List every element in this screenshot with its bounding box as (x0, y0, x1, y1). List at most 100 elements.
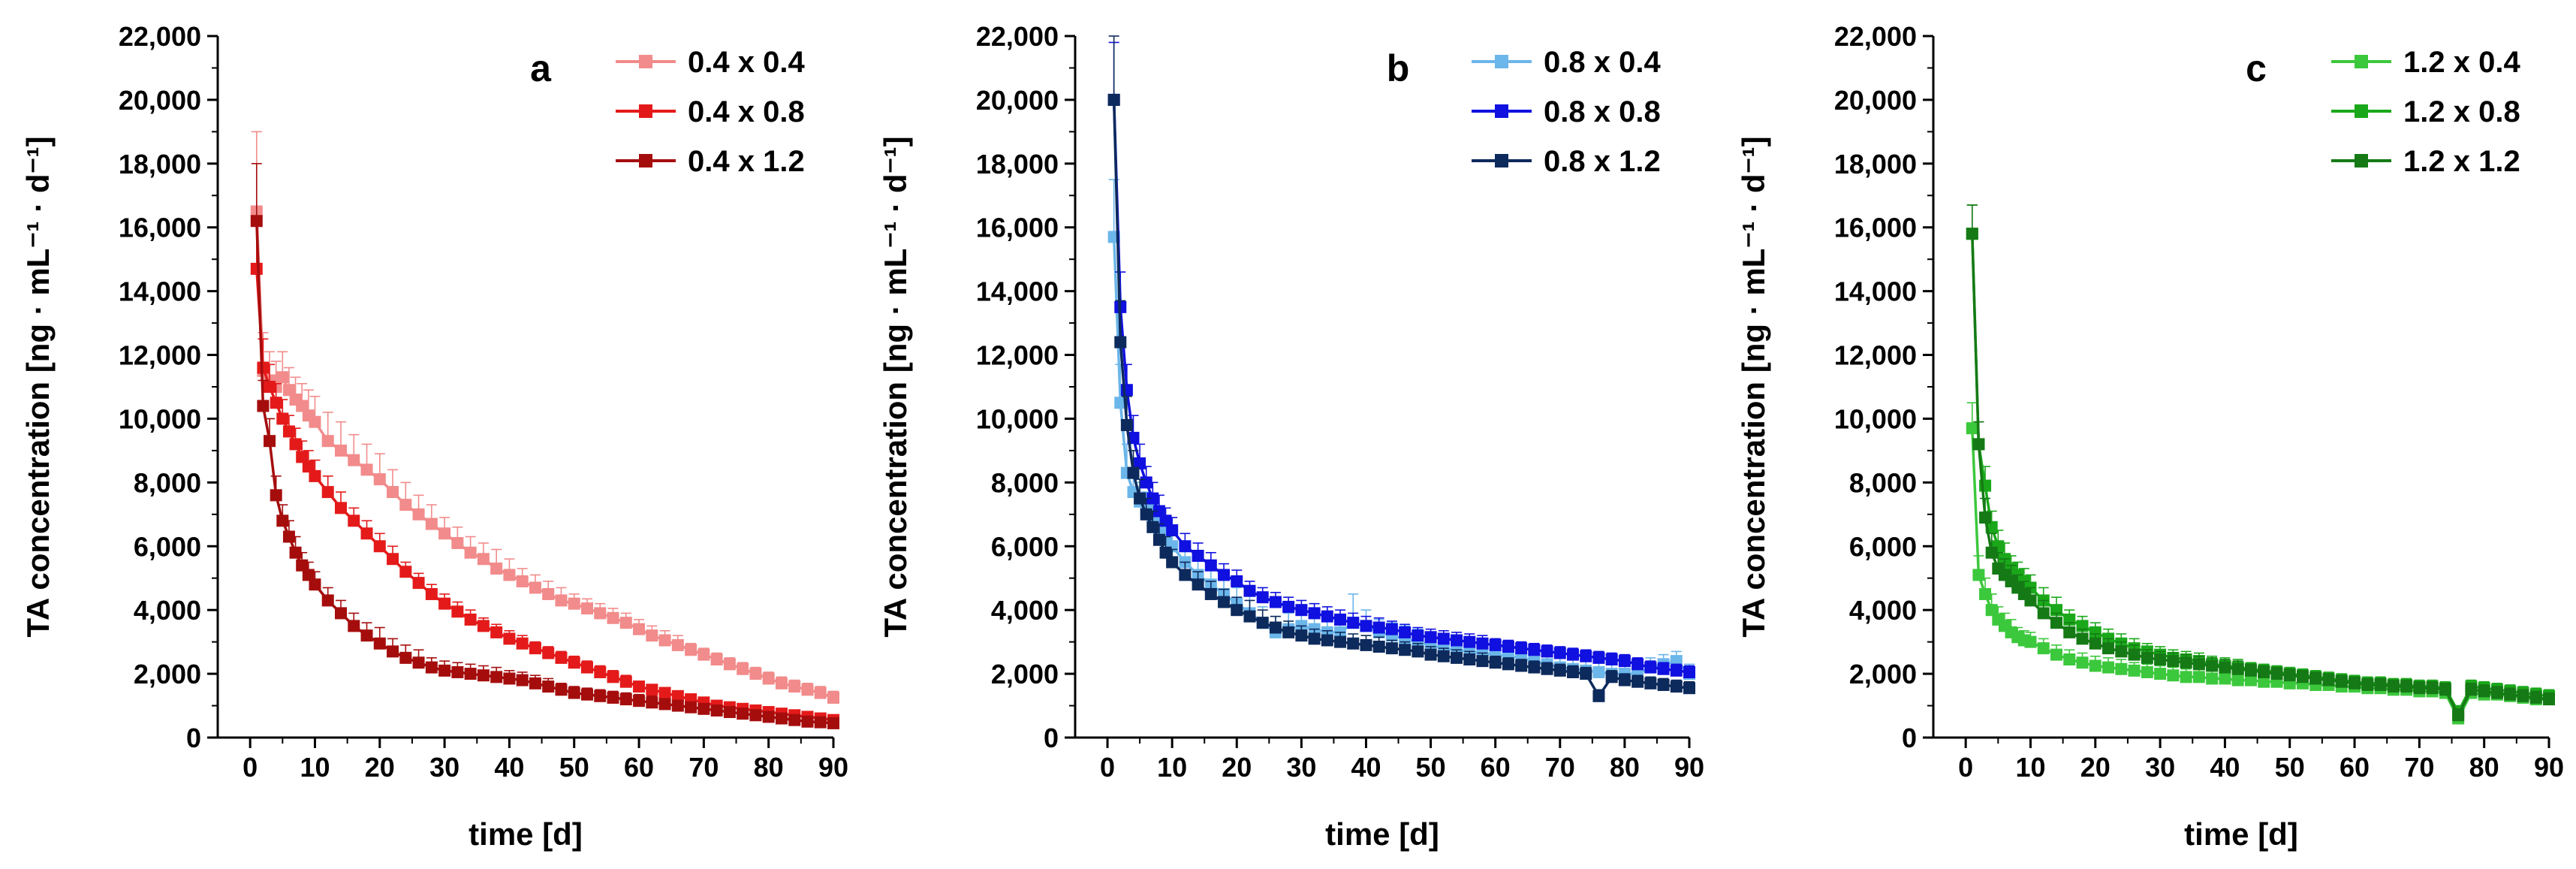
data-point (1218, 569, 1231, 581)
data-point (1966, 228, 1978, 240)
data-point (542, 647, 555, 659)
data-point (2115, 662, 2128, 675)
data-point (1399, 644, 1412, 656)
data-point (2517, 689, 2529, 702)
data-point (1295, 604, 1308, 617)
data-point (1618, 674, 1631, 686)
data-point (321, 594, 334, 607)
data-point (542, 680, 555, 693)
data-point (697, 648, 710, 661)
data-point (1605, 671, 1618, 683)
data-point (749, 709, 762, 722)
data-point (2102, 642, 2115, 655)
data-point (264, 435, 276, 448)
data-point (2543, 693, 2555, 706)
data-point (1256, 591, 1269, 604)
data-point (1541, 645, 1553, 658)
x-tick-label: 80 (754, 752, 784, 783)
data-point (1631, 675, 1644, 688)
data-point (529, 642, 541, 655)
data-point (2206, 659, 2219, 672)
data-point (2050, 648, 2062, 661)
data-point (2076, 632, 2089, 645)
data-point (633, 623, 646, 635)
data-point (2452, 709, 2465, 722)
data-point (814, 716, 827, 729)
data-point (1463, 635, 1476, 648)
data-point (1321, 634, 1333, 647)
series-1 (250, 220, 839, 726)
data-point (302, 569, 315, 581)
y-tick-label: 6,000 (134, 531, 201, 562)
data-point (555, 651, 568, 664)
x-tick-label: 50 (559, 752, 589, 783)
data-point (373, 540, 386, 553)
data-point (1372, 621, 1385, 634)
data-point (270, 397, 282, 409)
data-point (2076, 656, 2089, 669)
data-point (477, 553, 490, 566)
data-point (451, 605, 464, 618)
data-point (1308, 607, 1321, 620)
data-point (1166, 524, 1179, 537)
data-point (2050, 617, 2062, 629)
data-point (775, 677, 788, 689)
data-point (2490, 686, 2503, 699)
data-point (801, 683, 814, 696)
y-tick-label: 8,000 (991, 467, 1059, 498)
data-point (1605, 653, 1618, 665)
data-point (2244, 664, 2257, 677)
legend-label: 0.8 x 0.8 (1544, 95, 1661, 128)
data-point (1192, 578, 1204, 591)
data-point (1979, 511, 1992, 524)
data-point (1670, 664, 1683, 677)
data-point (2439, 683, 2451, 696)
x-tick-label: 20 (2080, 752, 2111, 783)
data-point (425, 517, 438, 530)
panel-label: c (2246, 47, 2267, 89)
data-point (387, 486, 399, 499)
data-point (646, 696, 658, 709)
data-point (2231, 674, 2244, 686)
data-point (2258, 675, 2270, 688)
data-point (1114, 397, 1127, 409)
data-point (607, 671, 619, 683)
data-point (1179, 540, 1192, 553)
data-point (451, 537, 464, 550)
data-point (309, 415, 321, 428)
data-point (257, 400, 270, 412)
data-point (477, 620, 490, 632)
data-point (2180, 656, 2192, 669)
data-point (2413, 682, 2426, 695)
series-2 (250, 163, 839, 729)
y-tick-label: 14,000 (1834, 276, 1917, 307)
y-tick-label: 0 (186, 723, 201, 753)
data-point (2374, 678, 2387, 691)
panel-label: a (530, 47, 552, 89)
y-tick-label: 2,000 (134, 659, 201, 689)
data-point (296, 559, 309, 572)
data-point (2089, 659, 2101, 672)
data-point (1412, 629, 1424, 642)
data-point (1683, 682, 1695, 695)
series-2 (1107, 35, 1695, 702)
data-point (451, 665, 464, 678)
data-point (335, 502, 347, 514)
data-point (1166, 556, 1179, 569)
legend-label: 0.8 x 0.4 (1544, 46, 1661, 79)
data-point (775, 712, 788, 725)
data-point (529, 677, 541, 689)
data-point (1120, 418, 1133, 431)
data-point (1580, 668, 1592, 680)
data-point (671, 638, 684, 651)
data-point (276, 412, 289, 425)
y-tick-label: 2,000 (1849, 659, 1917, 689)
x-tick-label: 70 (1545, 752, 1575, 783)
data-point (658, 686, 671, 699)
data-point (387, 553, 399, 566)
data-point (788, 680, 801, 693)
data-point (1134, 492, 1146, 505)
data-point (2180, 671, 2192, 683)
x-tick-label: 70 (688, 752, 719, 783)
